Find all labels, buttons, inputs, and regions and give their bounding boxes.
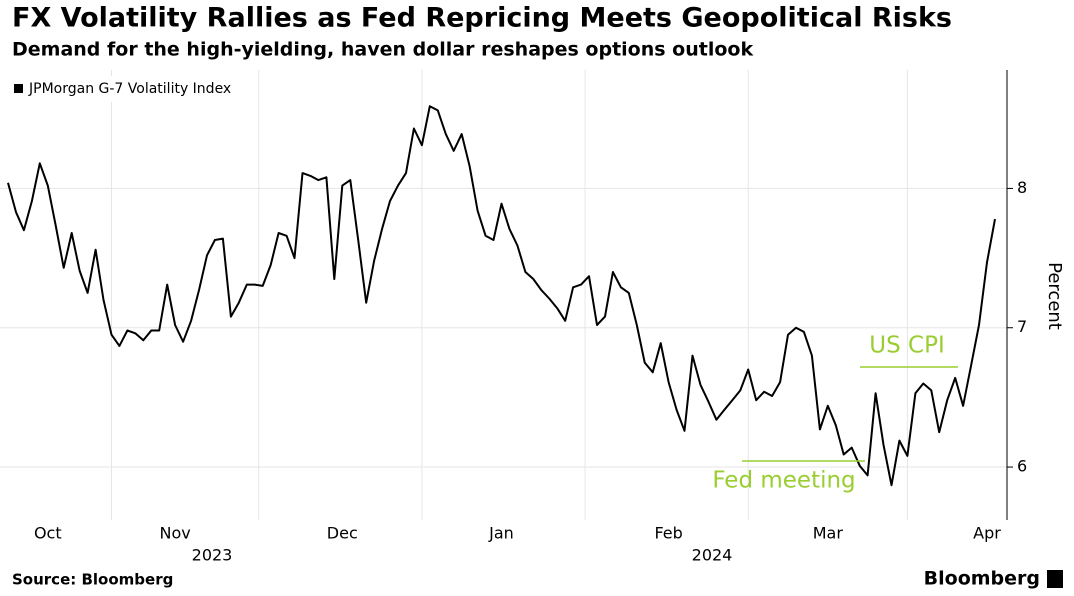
brand: Bloomberg — [924, 568, 1040, 590]
source: Source: Bloomberg — [12, 571, 173, 589]
legend-swatch — [14, 84, 23, 93]
chart-title: FX Volatility Rallies as Fed Repricing M… — [12, 3, 952, 34]
x-tick-label: Oct — [34, 524, 62, 543]
x-tick-label: Mar — [813, 524, 844, 543]
y-axis-label: Percent — [1044, 262, 1065, 330]
line-series — [7, 105, 996, 487]
x-tick-label: Feb — [654, 524, 682, 543]
annotation: US CPI — [869, 333, 944, 359]
x-tick-label: Apr — [973, 524, 1001, 543]
y-tick-label: 7 — [1017, 317, 1027, 336]
chart-subtitle: Demand for the high-yielding, haven doll… — [12, 39, 753, 61]
x-tick-label: Jan — [488, 524, 514, 543]
x-year-label: 2023 — [192, 546, 233, 565]
brand-icon — [1047, 570, 1063, 588]
y-tick-label: 6 — [1017, 457, 1027, 476]
x-tick-label: Nov — [160, 524, 191, 543]
annotation: Fed meeting — [712, 468, 855, 494]
x-tick-label: Dec — [327, 524, 358, 543]
y-tick-label: 8 — [1017, 178, 1027, 197]
x-year-label: 2024 — [692, 546, 733, 565]
legend-box — [8, 76, 256, 102]
legend-label: JPMorgan G-7 Volatility Index — [28, 81, 231, 97]
